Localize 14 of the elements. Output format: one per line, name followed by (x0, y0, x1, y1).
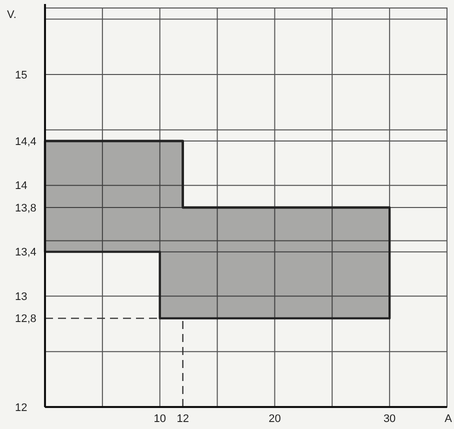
y-tick-label: 14 (15, 180, 28, 192)
y-tick-label: 13,8 (15, 202, 36, 214)
x-tick-label: 12 (176, 413, 189, 425)
y-tick-label: 12 (15, 402, 28, 414)
x-axis-title: A (444, 413, 453, 425)
y-tick-label: 15 (15, 69, 28, 82)
y-tick-label: 12,8 (15, 313, 36, 326)
y-tick-label: 13 (15, 291, 28, 304)
y-tick-label: 13,4 (15, 246, 36, 259)
y-tick-label: 14,4 (15, 136, 36, 148)
y-axis-title: V. (7, 9, 16, 21)
x-tick-label: 30 (383, 413, 396, 425)
x-tick-label: 10 (154, 413, 166, 425)
x-tick-label: 20 (268, 413, 281, 425)
